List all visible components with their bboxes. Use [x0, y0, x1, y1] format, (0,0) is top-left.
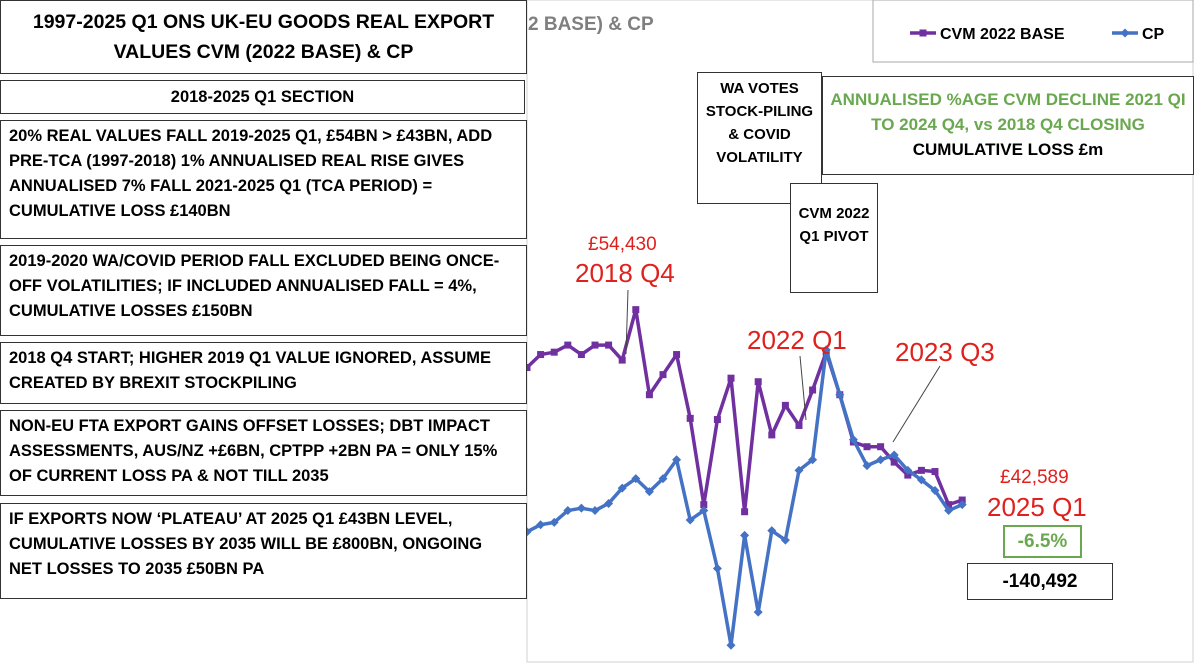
point — [794, 465, 804, 475]
point — [685, 515, 695, 525]
point — [848, 435, 858, 445]
point — [768, 431, 776, 439]
legend: CVM 2022 BASE CP — [910, 26, 1165, 43]
summary-subheading: CUMULATIVE LOSS £m — [912, 140, 1104, 159]
point — [523, 364, 531, 372]
callout: WA VOTES STOCK-PILING & COVID VOLATILITY — [697, 72, 822, 204]
point — [591, 341, 599, 349]
note: 2019-2020 WA/COVID PERIOD FALL EXCLUDED … — [0, 245, 527, 336]
point — [713, 416, 721, 424]
annotation: £54,430 — [588, 234, 657, 255]
point — [699, 506, 709, 516]
point — [686, 414, 694, 422]
point — [904, 471, 912, 479]
point — [903, 465, 913, 475]
annotation-arrow — [799, 355, 807, 421]
legend-marker — [1120, 28, 1130, 38]
note: NON-EU FTA EXPORT GAINS OFFSET LOSSES; D… — [0, 410, 527, 496]
point — [564, 341, 572, 349]
point — [576, 503, 586, 513]
note: 2018 Q4 START; HIGHER 2019 Q1 VALUE IGNO… — [0, 342, 527, 404]
point — [795, 421, 803, 429]
panel-title: 1997-2025 Q1 ONS UK-EU GOODS REAL EXPORT… — [0, 0, 527, 74]
point — [727, 374, 735, 382]
point — [741, 508, 749, 516]
annotation: £42,589 — [1000, 467, 1069, 488]
point — [916, 475, 926, 485]
annotation: 2018 Q4 — [575, 258, 675, 288]
point — [712, 563, 722, 573]
point — [890, 458, 898, 466]
point — [957, 500, 967, 510]
summary-heading: ANNUALISED %AGE CVM DECLINE 2021 QI TO 2… — [830, 90, 1186, 134]
point — [808, 455, 818, 465]
point — [577, 351, 585, 359]
legend-label: CVM 2022 BASE — [940, 26, 1065, 43]
point — [536, 520, 546, 530]
annotation: 2022 Q1 — [747, 325, 847, 355]
point — [590, 506, 600, 516]
point — [631, 474, 641, 484]
point — [930, 485, 940, 495]
point — [958, 496, 966, 504]
point — [780, 535, 790, 545]
point — [672, 455, 682, 465]
point — [563, 506, 573, 516]
point — [726, 640, 736, 650]
annotation: 2023 Q3 — [895, 337, 995, 367]
series — [522, 345, 967, 650]
point — [781, 401, 789, 409]
chart-title: 2 BASE) & CP — [528, 14, 654, 35]
point — [550, 348, 558, 356]
point — [809, 386, 817, 394]
point — [917, 466, 925, 474]
point — [945, 501, 953, 509]
point — [659, 371, 667, 379]
point — [944, 506, 954, 516]
legend-marker — [919, 29, 927, 37]
point — [876, 455, 886, 465]
point — [889, 450, 899, 460]
point — [618, 356, 626, 364]
loss-value: -140,492 — [967, 563, 1113, 600]
point — [877, 443, 885, 451]
point — [645, 391, 653, 399]
annotation-arrow — [625, 289, 629, 355]
point — [700, 501, 708, 509]
point — [863, 443, 871, 451]
point — [767, 526, 777, 536]
point — [658, 474, 668, 484]
point — [673, 351, 681, 359]
annotation: 2025 Q1 — [987, 492, 1087, 522]
point — [862, 461, 872, 471]
point — [632, 306, 640, 314]
point — [605, 341, 613, 349]
legend-label: CP — [1142, 26, 1165, 43]
point — [931, 468, 939, 476]
point — [644, 487, 654, 497]
summary-box: ANNUALISED %AGE CVM DECLINE 2021 QI TO 2… — [822, 76, 1194, 175]
point — [821, 345, 831, 355]
point — [753, 607, 763, 617]
note: IF EXPORTS NOW ‘PLATEAU’ AT 2025 Q1 £43B… — [0, 503, 527, 599]
note: 20% REAL VALUES FALL 2019-2025 Q1, £54BN… — [0, 120, 527, 239]
point — [740, 530, 750, 540]
point — [835, 390, 845, 400]
panel-section: 2018-2025 Q1 SECTION — [0, 80, 525, 114]
callout: CVM 2022 Q1 PIVOT — [790, 183, 878, 293]
point — [754, 378, 762, 386]
series-layer — [522, 306, 967, 650]
point — [617, 483, 627, 493]
point — [604, 498, 614, 508]
point — [549, 517, 559, 527]
decline-value: -6.5% — [1003, 525, 1082, 558]
annotation-arrow — [892, 365, 941, 443]
point — [537, 351, 545, 359]
